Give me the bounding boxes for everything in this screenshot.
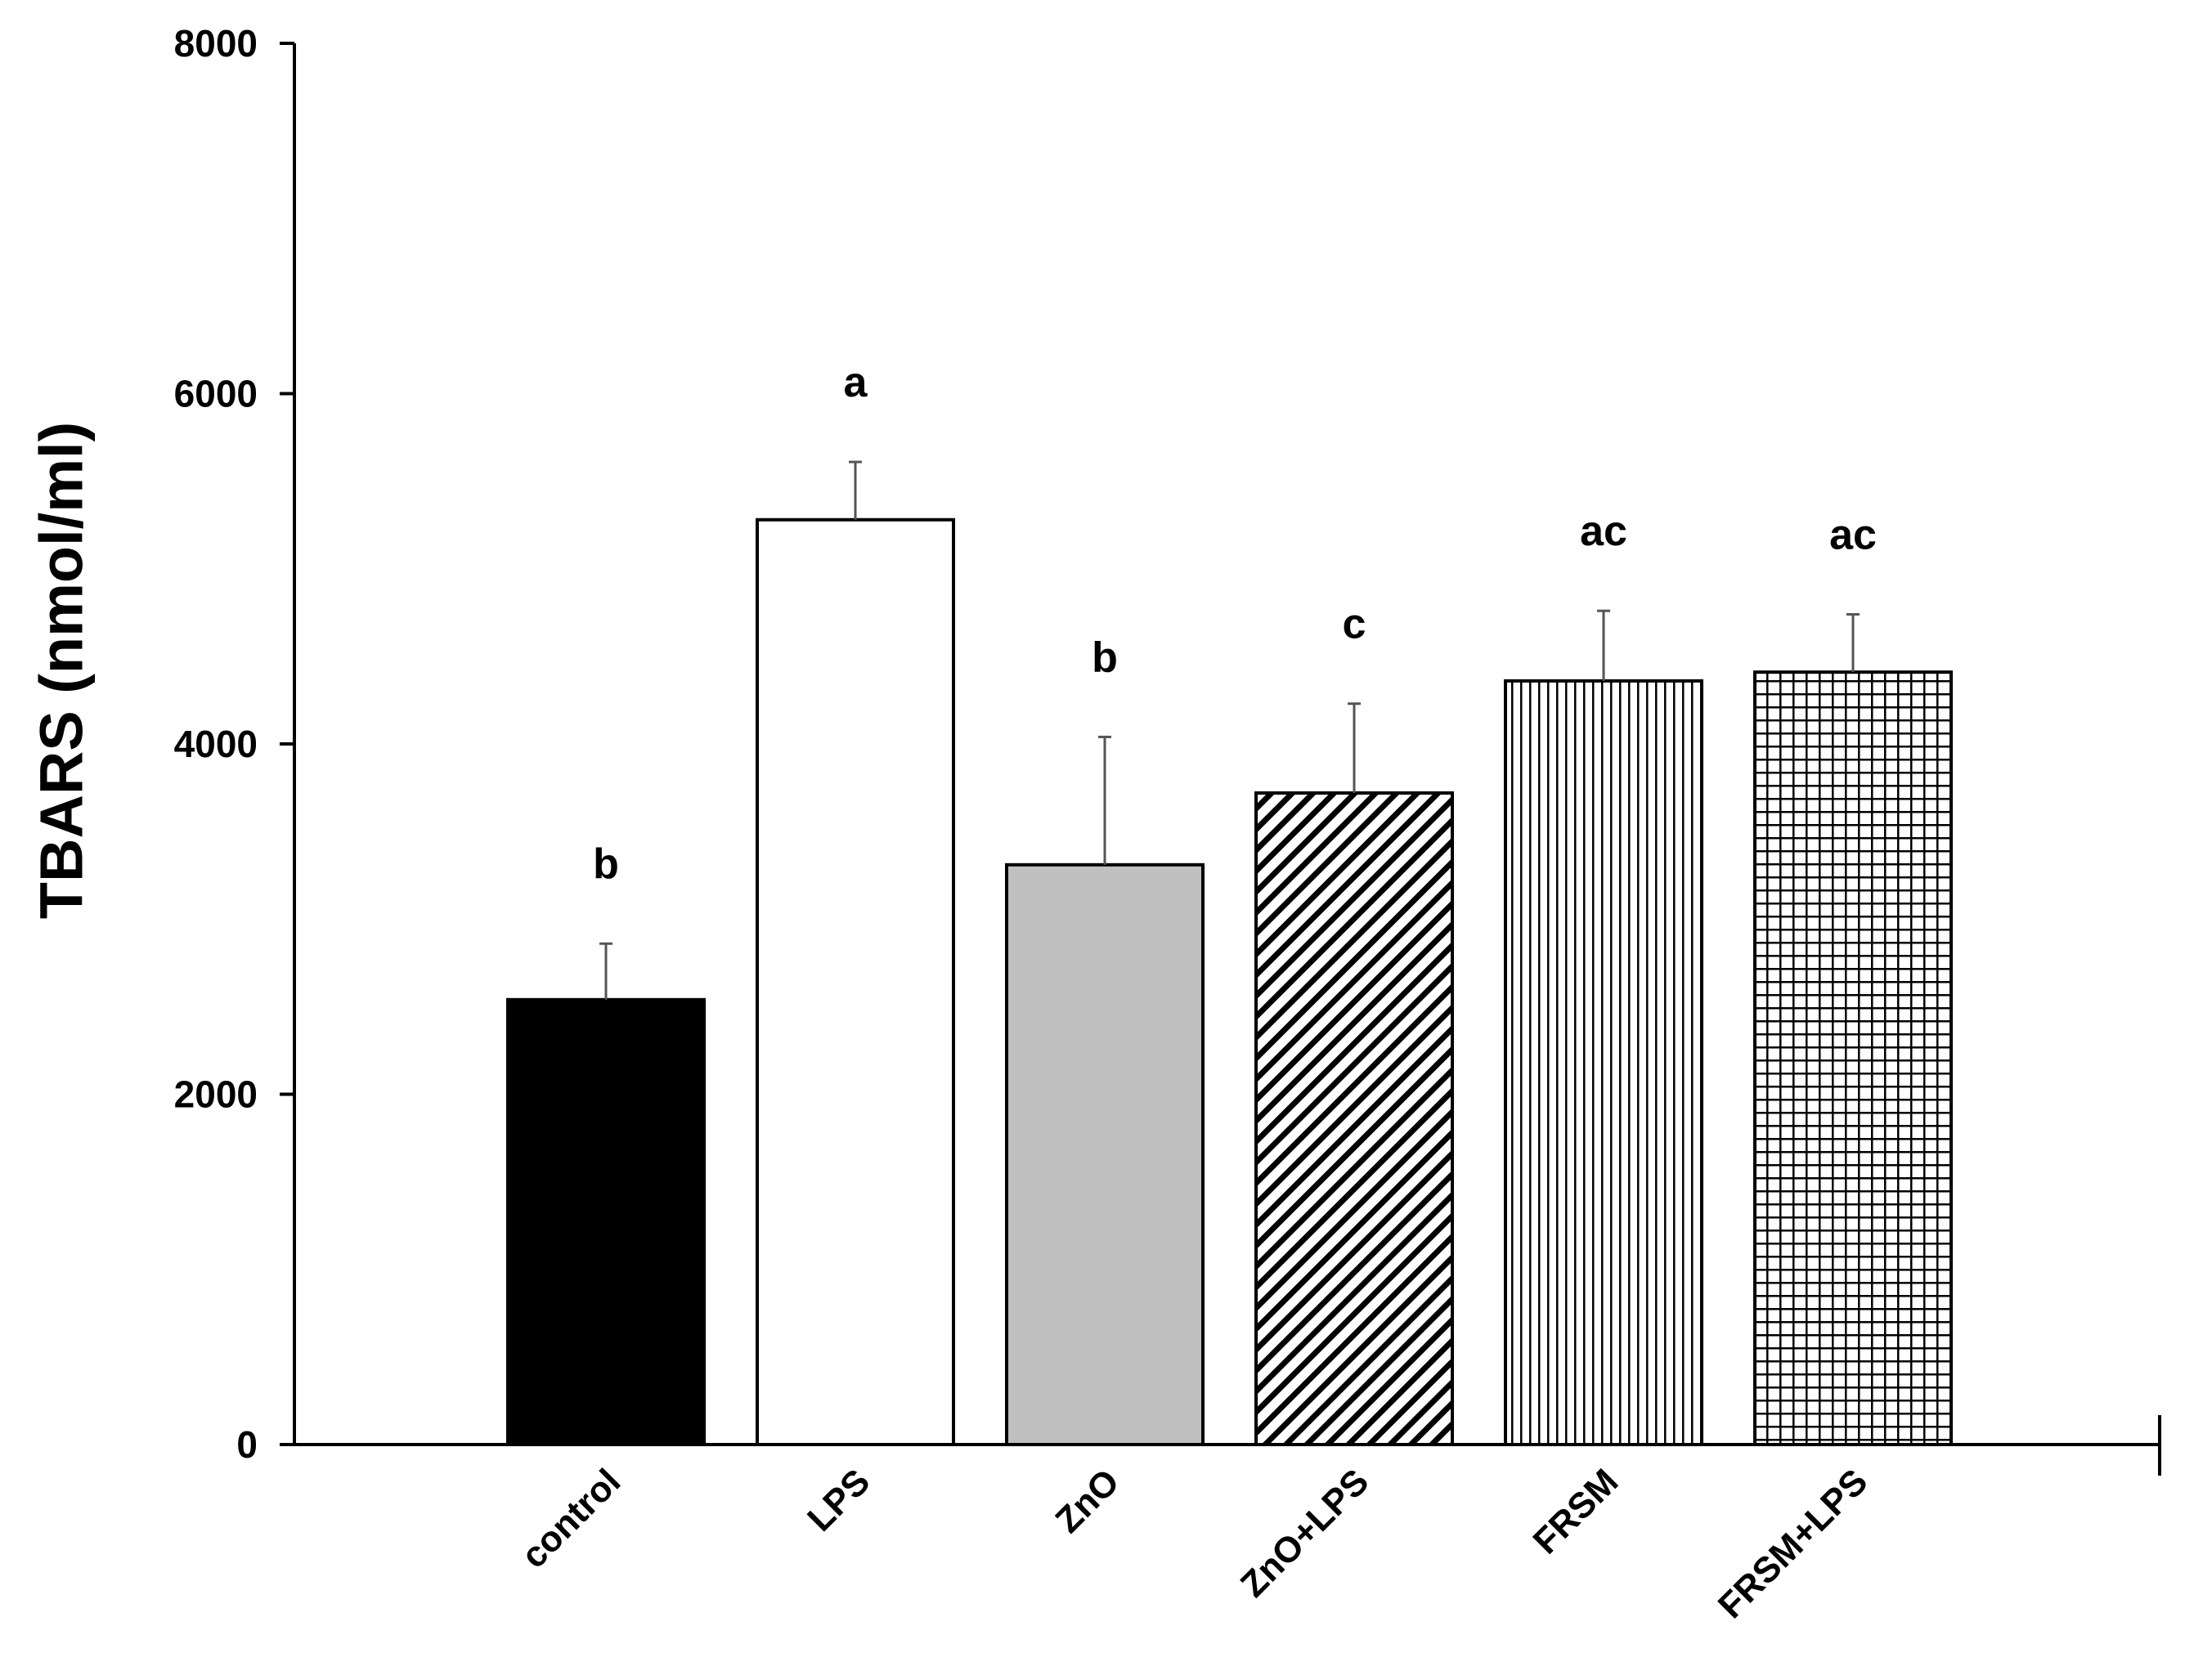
y-tick-label: 2000 [174, 1073, 258, 1116]
y-axis-title: TBARS (nmol/ml) [28, 422, 96, 919]
x-labels-group: control LPS ZnO ZnO+LPS FRSM FRSM+LPS [514, 1462, 1875, 1626]
bar-zno [1005, 862, 1205, 1446]
y-ticks-group: 0 2000 4000 6000 8000 [174, 22, 294, 1466]
bar-frsm-plus-lps [1753, 670, 1953, 1446]
x-category-label: LPS [800, 1462, 877, 1539]
x-category-label: ZnO+LPS [1233, 1462, 1377, 1606]
significance-letter: b [593, 840, 619, 888]
x-category-label: FRSM+LPS [1711, 1462, 1875, 1626]
significance-letter: a [844, 359, 868, 406]
x-category-label: control [514, 1462, 628, 1576]
y-tick-label: 6000 [174, 373, 258, 415]
bar-zno-plus-lps [1254, 791, 1454, 1446]
bar-frsm [1504, 679, 1703, 1446]
bar-control [506, 997, 706, 1447]
significance-letter: c [1343, 601, 1366, 648]
y-tick-label: 8000 [174, 22, 258, 65]
error-bars-group [599, 460, 1860, 1000]
significance-letter: ac [1580, 508, 1627, 555]
significance-labels-group: b a b c ac ac [593, 359, 1877, 888]
x-category-label: ZnO [1048, 1462, 1127, 1541]
significance-letter: ac [1829, 511, 1877, 558]
x-category-label: FRSM [1526, 1462, 1626, 1562]
bar-lps [756, 517, 955, 1446]
y-tick-label: 0 [236, 1423, 258, 1466]
bars-group [506, 517, 1953, 1447]
significance-letter: b [1092, 634, 1118, 681]
y-tick-label: 4000 [174, 723, 258, 765]
